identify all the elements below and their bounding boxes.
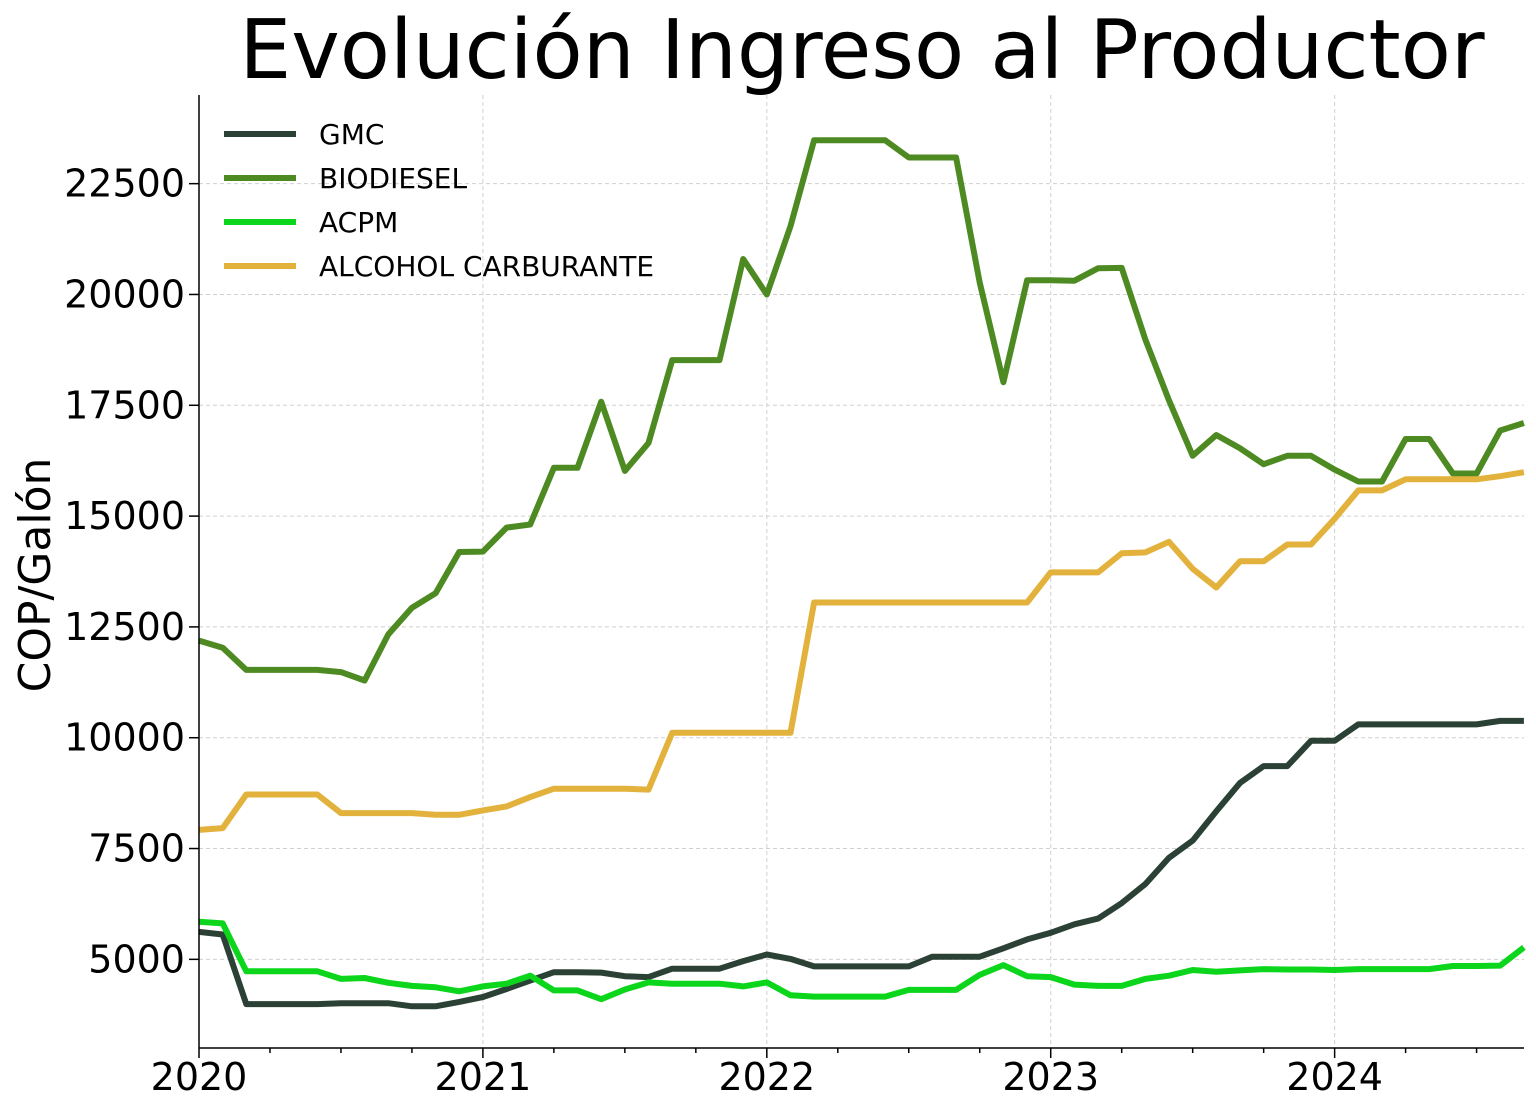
y-tick-label: 12500 (64, 605, 185, 649)
legend-label-alcohol-carburante: ALCOHOL CARBURANTE (319, 250, 654, 283)
y-tick-label: 7500 (88, 827, 185, 871)
legend-label-gmc: GMC (319, 118, 384, 151)
y-tick-label: 20000 (64, 272, 185, 316)
series-line-gmc (198, 717, 1524, 1010)
series-line-alcohol-carburante (198, 469, 1525, 833)
legend-label-biodiesel: BIODIESEL (319, 162, 467, 195)
series-lines (198, 137, 1526, 1010)
x-tick-label: 2021 (435, 1055, 532, 1099)
series-line-biodiesel (198, 137, 1525, 684)
y-tick-label: 22500 (64, 162, 185, 206)
legend-label-acpm: ACPM (319, 206, 398, 239)
y-tick-label: 10000 (64, 716, 185, 760)
x-tick-label: 2023 (1002, 1055, 1099, 1099)
x-tick-label: 2024 (1286, 1055, 1383, 1099)
chart-title: Evolución Ingreso al Productor (239, 3, 1484, 98)
x-tick-label: 2022 (718, 1055, 815, 1099)
y-tick-label: 15000 (64, 494, 185, 538)
y-tick-label: 5000 (88, 937, 185, 981)
y-axis-label: COP/Galón (10, 458, 61, 693)
series-line-acpm (198, 918, 1526, 1003)
axes: 2020 2021 2022 2023 2024 5000 7500 10000 12500 15… (64, 95, 1524, 1099)
x-tick-label: 2020 (151, 1055, 248, 1099)
y-tick-label: 17500 (64, 383, 185, 427)
legend: GMC BIODIESEL ACPM ALCOHOL CARBURANTE (224, 118, 654, 283)
